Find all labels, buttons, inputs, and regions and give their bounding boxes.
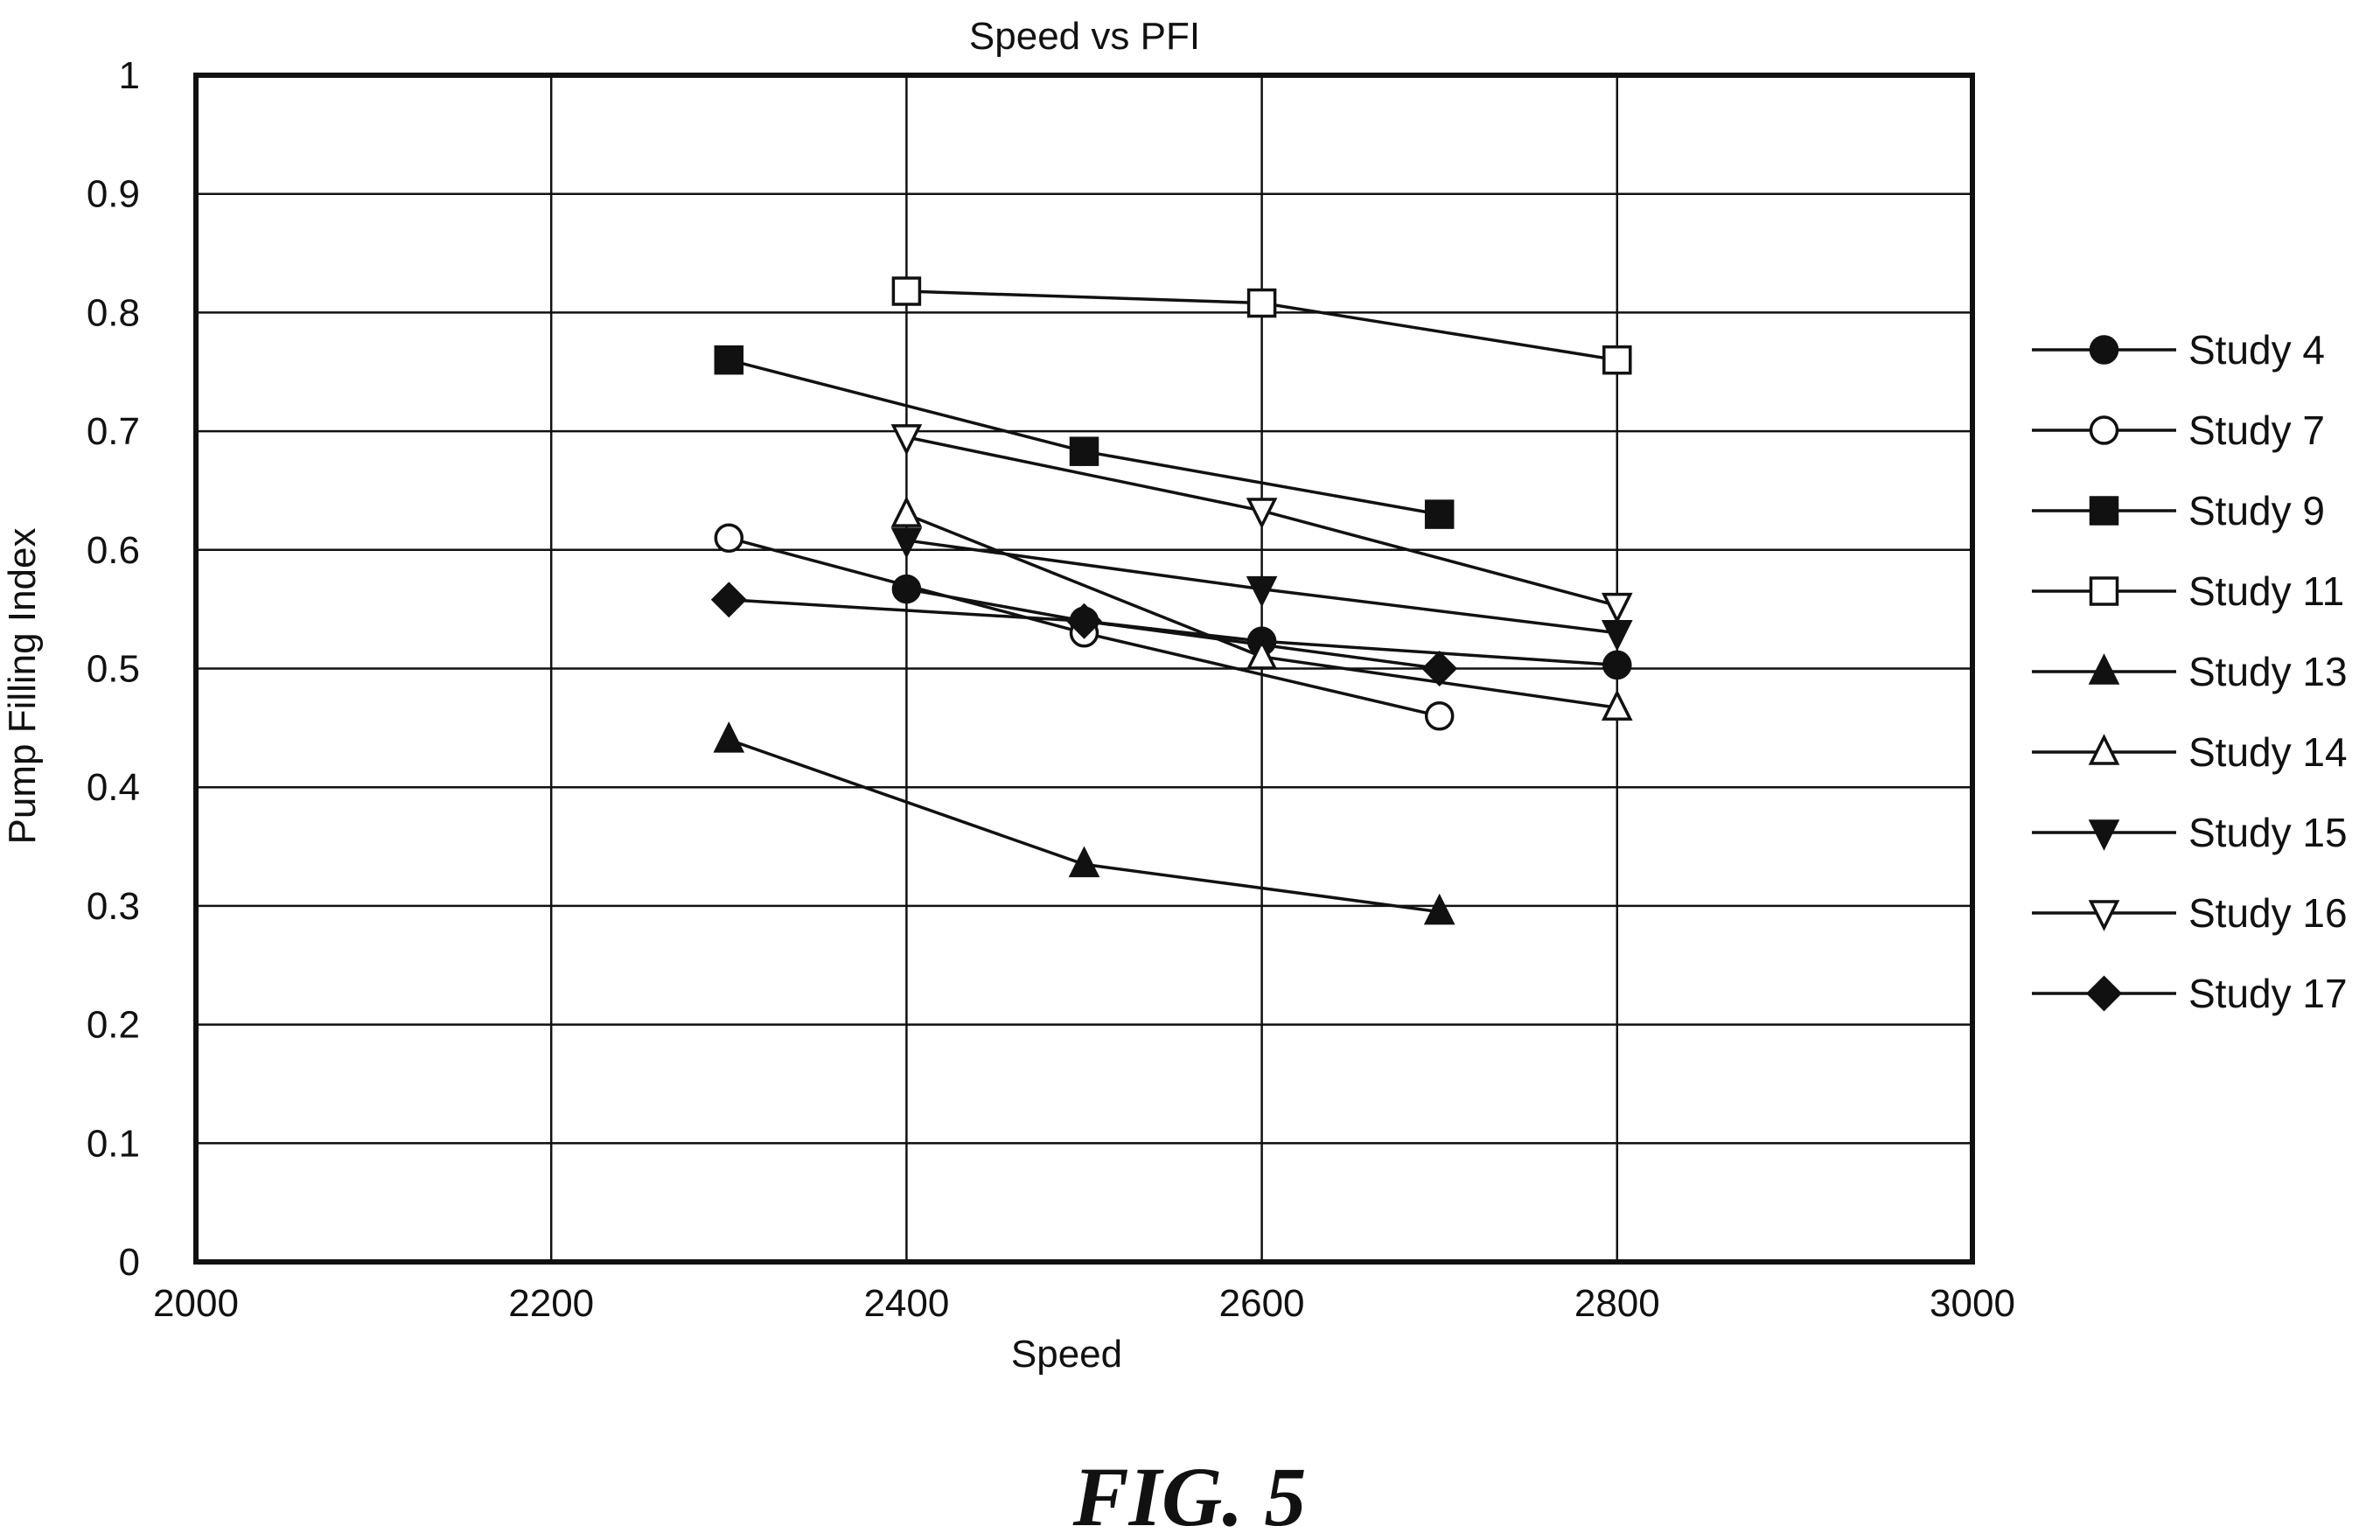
legend-marker-study-14 — [2088, 734, 2120, 765]
series-study-17 — [710, 582, 1458, 686]
data-point-study-7 — [714, 523, 744, 553]
y-tick-label: 0.8 — [87, 291, 140, 334]
x-tick-label: 2000 — [153, 1282, 239, 1325]
data-point-study-11 — [1602, 345, 1632, 375]
legend-item-study-15: Study 15 — [2032, 810, 2348, 855]
legend-label-study-16: Study 16 — [2188, 890, 2348, 936]
x-tick-label: 2600 — [1219, 1282, 1305, 1325]
data-point-study-15 — [1601, 620, 1633, 652]
series-study-14 — [890, 496, 1633, 721]
legend-item-study-7: Study 7 — [2032, 408, 2325, 453]
x-axis-label: Speed — [1011, 1333, 1122, 1376]
x-tick-label: 3000 — [1930, 1282, 2015, 1325]
figure-caption: FIG. 5 — [1072, 1450, 1307, 1540]
y-tick-label: 1 — [119, 54, 140, 97]
plot-area-frame — [193, 73, 1975, 1265]
data-point-study-13 — [1423, 893, 1455, 925]
data-point-study-4 — [1602, 650, 1632, 680]
series-study-13 — [713, 721, 1455, 925]
data-point-study-9 — [1069, 436, 1099, 466]
legend-marker-study-4 — [2089, 335, 2119, 365]
data-point-study-13 — [713, 721, 745, 753]
data-point-study-7 — [1424, 701, 1455, 731]
data-point-study-17 — [1066, 603, 1102, 639]
data-series — [710, 276, 1633, 925]
data-point-study-17 — [1421, 651, 1458, 686]
legend-label-study-9: Study 9 — [2188, 488, 2325, 533]
x-tick-label: 2400 — [863, 1282, 949, 1325]
series-study-11 — [891, 276, 1632, 375]
x-axis-tick-labels: 2000 2200 2400 2600 2800 3000 — [153, 1282, 2015, 1325]
x-tick-label: 2200 — [508, 1282, 594, 1325]
y-tick-label: 0 — [119, 1241, 140, 1284]
series-study-16 — [890, 424, 1633, 624]
data-point-study-16 — [890, 424, 923, 456]
data-point-study-16 — [1601, 592, 1633, 624]
data-point-study-14 — [1601, 689, 1633, 721]
gridlines — [196, 75, 1972, 1262]
legend-label-study-15: Study 15 — [2188, 810, 2348, 855]
legend-marker-study-16 — [2088, 900, 2120, 931]
y-axis-tick-labels: 0 0.1 0.2 0.3 0.4 0.5 0.6 0.7 0.8 0.9 1 — [87, 54, 140, 1284]
y-tick-label: 0.3 — [87, 885, 140, 928]
legend-marker-study-7 — [2089, 415, 2119, 445]
series-study-9 — [714, 345, 1455, 529]
y-tick-label: 0.4 — [87, 766, 140, 809]
legend-item-study-4: Study 4 — [2032, 327, 2325, 373]
data-point-study-14 — [1246, 638, 1278, 670]
data-point-study-9 — [1424, 499, 1455, 529]
legend-marker-study-17 — [2086, 975, 2122, 1012]
series-line-study-13 — [728, 738, 1440, 914]
data-point-study-17 — [710, 582, 747, 618]
data-point-study-13 — [1068, 846, 1100, 878]
legend-label-study-14: Study 14 — [2188, 729, 2348, 775]
legend-item-study-17: Study 17 — [2032, 971, 2348, 1016]
y-tick-label: 0.5 — [87, 648, 140, 691]
legend-marker-study-11 — [2089, 576, 2119, 606]
y-tick-label: 0.9 — [87, 173, 140, 216]
chart-title: Speed vs PFI — [969, 15, 1200, 58]
x-tick-label: 2800 — [1574, 1282, 1660, 1325]
legend-label-study-17: Study 17 — [2188, 971, 2348, 1016]
y-tick-label: 0.7 — [87, 410, 140, 453]
legend-marker-study-9 — [2089, 496, 2119, 526]
legend-item-study-14: Study 14 — [2032, 729, 2348, 775]
data-point-study-15 — [890, 527, 923, 559]
legend-marker-study-15 — [2088, 819, 2120, 851]
data-point-study-11 — [891, 276, 922, 306]
data-point-study-15 — [1246, 575, 1278, 608]
y-tick-label: 0.1 — [87, 1122, 140, 1165]
legend-label-study-7: Study 7 — [2188, 408, 2325, 453]
legend-marker-study-13 — [2088, 653, 2120, 685]
legend-item-study-13: Study 13 — [2032, 649, 2348, 694]
legend-item-study-16: Study 16 — [2032, 890, 2348, 936]
y-tick-label: 0.2 — [87, 1004, 140, 1047]
data-point-study-16 — [1246, 498, 1278, 529]
legend-item-study-9: Study 9 — [2032, 488, 2325, 533]
series-study-15 — [890, 527, 1633, 652]
y-tick-label: 0.6 — [87, 529, 140, 572]
legend-label-study-13: Study 13 — [2188, 649, 2348, 694]
legend-label-study-4: Study 4 — [2188, 327, 2325, 373]
legend-item-study-11: Study 11 — [2032, 568, 2344, 614]
legend: Study 4 Study 7 Study 9 Study 11 Study 13 Stu… — [2032, 327, 2348, 1016]
data-point-study-9 — [714, 345, 744, 375]
y-axis-label: Pump Filling Index — [1, 528, 44, 845]
legend-label-study-11: Study 11 — [2188, 568, 2344, 614]
data-point-study-11 — [1246, 288, 1277, 318]
data-point-study-14 — [890, 496, 923, 527]
